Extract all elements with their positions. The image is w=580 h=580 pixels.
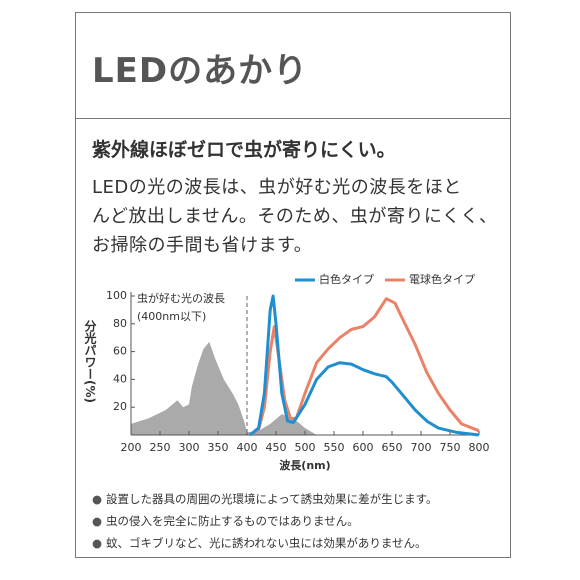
frame: LEDのあかり 紫外線ほぼゼロで虫が寄りにくい。 LEDの光の波長は、虫が好む光… (75, 12, 511, 558)
x-tick-label: 750 (440, 441, 461, 454)
x-tick-label: 800 (469, 441, 490, 454)
header: LEDのあかり (76, 13, 510, 119)
x-tick-label: 550 (324, 441, 345, 454)
x-tick-label: 250 (150, 441, 171, 454)
x-tick-label: 300 (179, 441, 200, 454)
annotation: (400nm以下) (137, 310, 206, 323)
x-tick-label: 450 (266, 441, 287, 454)
headline: 紫外線ほぼゼロで虫が寄りにくい。 (92, 139, 396, 161)
x-tick-label: 400 (237, 441, 258, 454)
x-tick-label: 700 (411, 441, 432, 454)
y-axis-label: 分光パワー(%) (83, 320, 97, 403)
x-tick-label: 500 (295, 441, 316, 454)
body-text: お掃除の手間も省けます。 (92, 235, 313, 256)
body-text: んど放出しません。そのため、虫が寄りにくく、 (92, 206, 498, 227)
y-tick-label: 80 (113, 317, 127, 330)
insect-sensitivity-area (131, 341, 317, 435)
annotation: 虫が好む光の波長 (137, 291, 225, 305)
y-tick-label: 60 (113, 345, 127, 358)
note: 設置した器具の周囲の光環境によって誘虫効果に差が生じます。 (92, 491, 437, 507)
x-tick-label: 650 (382, 441, 403, 454)
y-tick-label: 100 (106, 289, 127, 302)
legend-label: 白色タイプ (319, 272, 374, 286)
x-tick-label: 200 (121, 441, 142, 454)
y-tick-label: 40 (113, 372, 127, 385)
note: 虫の侵入を完全に防止するものではありません。 (92, 513, 359, 529)
legend-label: 電球色タイプ (409, 272, 475, 286)
note: 蚊、ゴキブリなど、光に誘われない虫には効果がありません。 (92, 535, 427, 551)
body-text: LEDの光の波長は、虫が好む光の波長をほと (92, 177, 462, 198)
series-line (248, 294, 480, 437)
series-line (249, 297, 480, 437)
title: LEDのあかり (92, 51, 309, 91)
x-tick-label: 600 (353, 441, 374, 454)
y-tick-label: 20 (113, 400, 127, 413)
x-axis-label: 波長(nm) (279, 458, 330, 472)
x-tick-label: 350 (208, 441, 229, 454)
